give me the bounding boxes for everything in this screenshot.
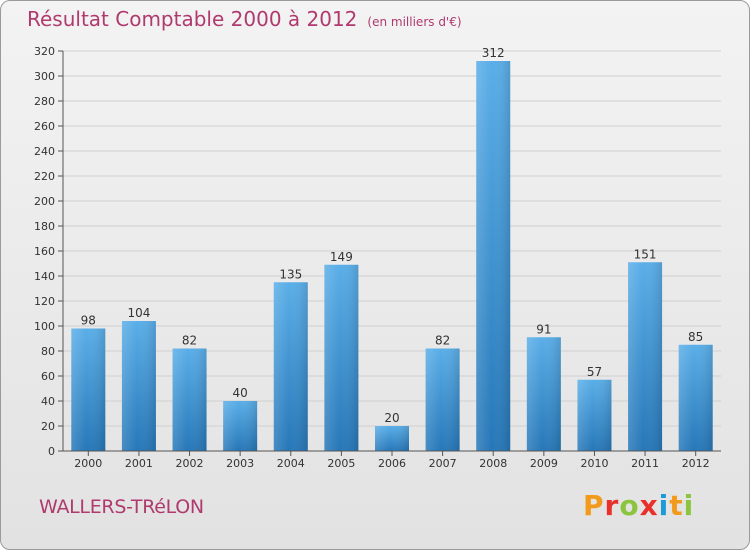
grid-lines (63, 50, 721, 452)
x-tick-label: 2008 (479, 457, 507, 470)
x-tick-label: 2003 (226, 457, 254, 470)
axes (58, 50, 721, 456)
x-tick-label: 2007 (429, 457, 457, 470)
logo-letter: i (683, 489, 695, 522)
bar-2004 (273, 282, 308, 451)
y-tick-label: 300 (34, 70, 55, 83)
bar-shade (324, 264, 359, 451)
x-tick-label: 2001 (125, 457, 153, 470)
bar-2002 (172, 348, 207, 451)
bar-shade (375, 426, 409, 451)
bar-2001 (121, 321, 156, 451)
y-tick-label: 140 (34, 270, 55, 283)
logo-letter: i (658, 489, 670, 522)
chart-unit: (en milliers d'€) (367, 15, 462, 29)
bar-shade (121, 321, 156, 451)
x-tick-labels: 2000 2001 2002 2003 2004 2005 2006 2007 2008 2009… (74, 457, 709, 470)
bar-shade (476, 61, 511, 451)
y-tick-label: 320 (34, 45, 55, 58)
bar-shade (425, 348, 460, 451)
value-label: 91 (536, 322, 551, 336)
chart-title-text: Résultat Comptable 2000 à 2012 (27, 7, 358, 31)
bar-2006 (375, 426, 409, 451)
value-label: 312 (482, 46, 505, 60)
bars (71, 61, 713, 451)
bar-shade (678, 344, 713, 451)
x-tick-label: 2011 (631, 457, 659, 470)
bar-2010 (577, 379, 612, 451)
y-tick-label: 240 (34, 145, 55, 158)
chart-title: Résultat Comptable 2000 à 2012 (en millie… (27, 7, 462, 31)
y-tick-label: 200 (34, 195, 55, 208)
value-label: 82 (435, 334, 450, 348)
bar-2008 (476, 61, 511, 451)
bar-2005 (324, 264, 359, 451)
value-label: 57 (587, 365, 602, 379)
value-label: 149 (330, 250, 353, 264)
x-tick-label: 2009 (530, 457, 558, 470)
logo-letter: x (639, 489, 659, 522)
value-label: 135 (279, 267, 302, 281)
y-tick-label: 180 (34, 220, 55, 233)
value-label: 82 (182, 334, 197, 348)
x-tick-label: 2006 (378, 457, 406, 470)
y-tick-label: 20 (41, 420, 55, 433)
value-labels: 98 104 82 40 135 149 20 82 312 91 57 151 85 (81, 46, 704, 425)
bar-shade (223, 401, 258, 451)
value-label: 98 (81, 314, 96, 328)
y-tick-label: 60 (41, 370, 55, 383)
y-tick-label: 40 (41, 395, 55, 408)
x-tick-label: 2002 (176, 457, 204, 470)
bar-shade (628, 262, 663, 451)
value-label: 40 (233, 386, 248, 400)
logo-letter: o (619, 489, 640, 522)
y-tick-labels: 0 20 40 60 80 100 120 140 160 180 200 220 240 260 280 3… (34, 45, 55, 458)
bar-shade (172, 348, 207, 451)
proxiti-logo[interactable]: Proxiti (583, 489, 694, 522)
bar-2003 (223, 401, 258, 451)
y-tick-label: 0 (48, 445, 55, 458)
x-tick-label: 2005 (327, 457, 355, 470)
value-label: 151 (634, 247, 657, 261)
x-tick-label: 2012 (682, 457, 710, 470)
x-tick-label: 2000 (74, 457, 102, 470)
value-label: 85 (688, 330, 703, 344)
x-tick-label: 2010 (580, 457, 608, 470)
y-tick-label: 160 (34, 245, 55, 258)
bar-2012 (678, 344, 713, 451)
logo-letter: P (583, 489, 605, 522)
bar-2007 (425, 348, 460, 451)
bar-2009 (526, 337, 561, 451)
value-label: 20 (384, 411, 399, 425)
bar-shade (526, 337, 561, 451)
y-tick-label: 260 (34, 120, 55, 133)
bar-shade (71, 328, 106, 451)
x-tick-label: 2004 (277, 457, 305, 470)
y-tick-label: 120 (34, 295, 55, 308)
value-label: 104 (127, 306, 150, 320)
logo-letter: t (669, 489, 684, 522)
place-name: WALLERS-TRéLON (39, 496, 204, 518)
bar-2011 (628, 262, 663, 451)
bar-shade (273, 282, 308, 451)
y-tick-label: 280 (34, 95, 55, 108)
y-tick-label: 80 (41, 345, 55, 358)
bar-shade (577, 379, 612, 451)
logo-letter: r (604, 489, 620, 522)
y-tick-label: 100 (34, 320, 55, 333)
y-tick-label: 220 (34, 170, 55, 183)
bar-2000 (71, 328, 106, 451)
